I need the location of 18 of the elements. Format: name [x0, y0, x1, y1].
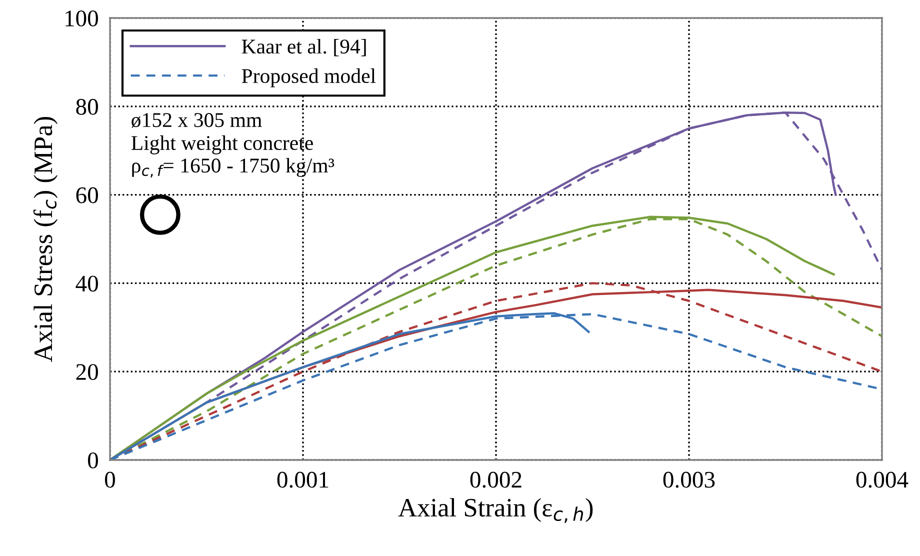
annotation: ρ$_{c,f}$= 1650 - 1750 kg/m³: [132, 158, 334, 178]
x-tick-label: 0.003: [663, 472, 715, 488]
y-tick-label: 0: [88, 452, 98, 468]
y-tick-label: 80: [76, 98, 98, 115]
x-tick-label: 0.002: [470, 472, 522, 488]
legend-label: Kaar et al. [94]: [242, 38, 366, 56]
y-tick-label: 100: [66, 10, 98, 26]
y-axis-title: Axial Stress (f$_{c}$) (MPa): [33, 117, 58, 362]
y-tick-label: 60: [76, 187, 98, 204]
x-tick-label: 0: [104, 472, 116, 488]
x-tick-label: 0.001: [277, 472, 328, 488]
x-axis-title: Axial Strain (ε$_{c,h}$): [398, 498, 593, 523]
y-tick-label: 20: [76, 364, 98, 380]
y-tick-label: 40: [76, 276, 98, 292]
legend-label: Proposed model: [242, 68, 376, 88]
annotation: Light weight concrete: [131, 135, 313, 154]
annotation: ø152 x 305 mm: [132, 113, 262, 128]
x-tick-label: 0.004: [856, 472, 908, 488]
